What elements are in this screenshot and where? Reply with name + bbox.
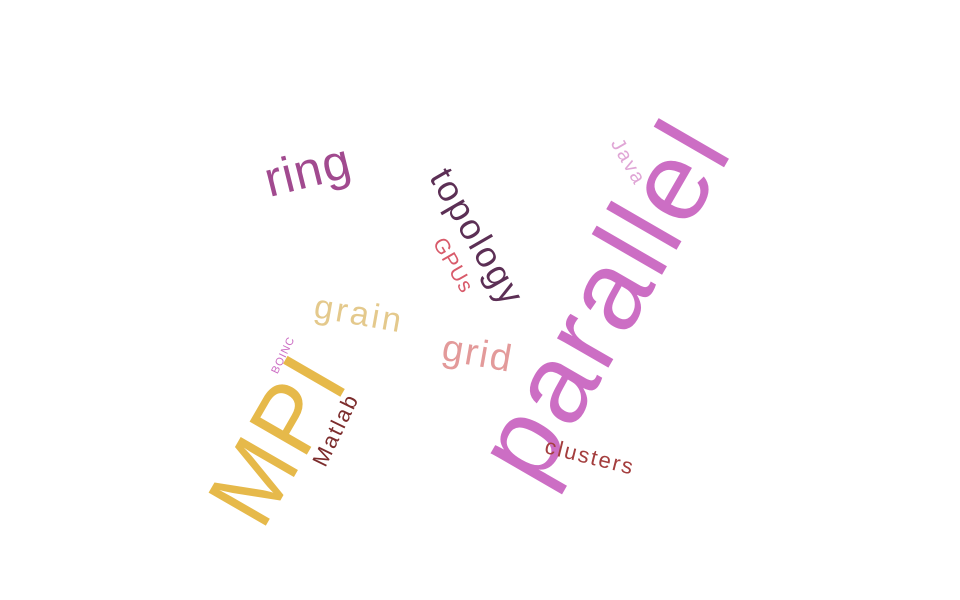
word-topology: topology [421,160,534,313]
word-grid: grid [438,327,516,381]
word-ring: ring [258,132,357,208]
word-grain: grain [310,287,407,341]
